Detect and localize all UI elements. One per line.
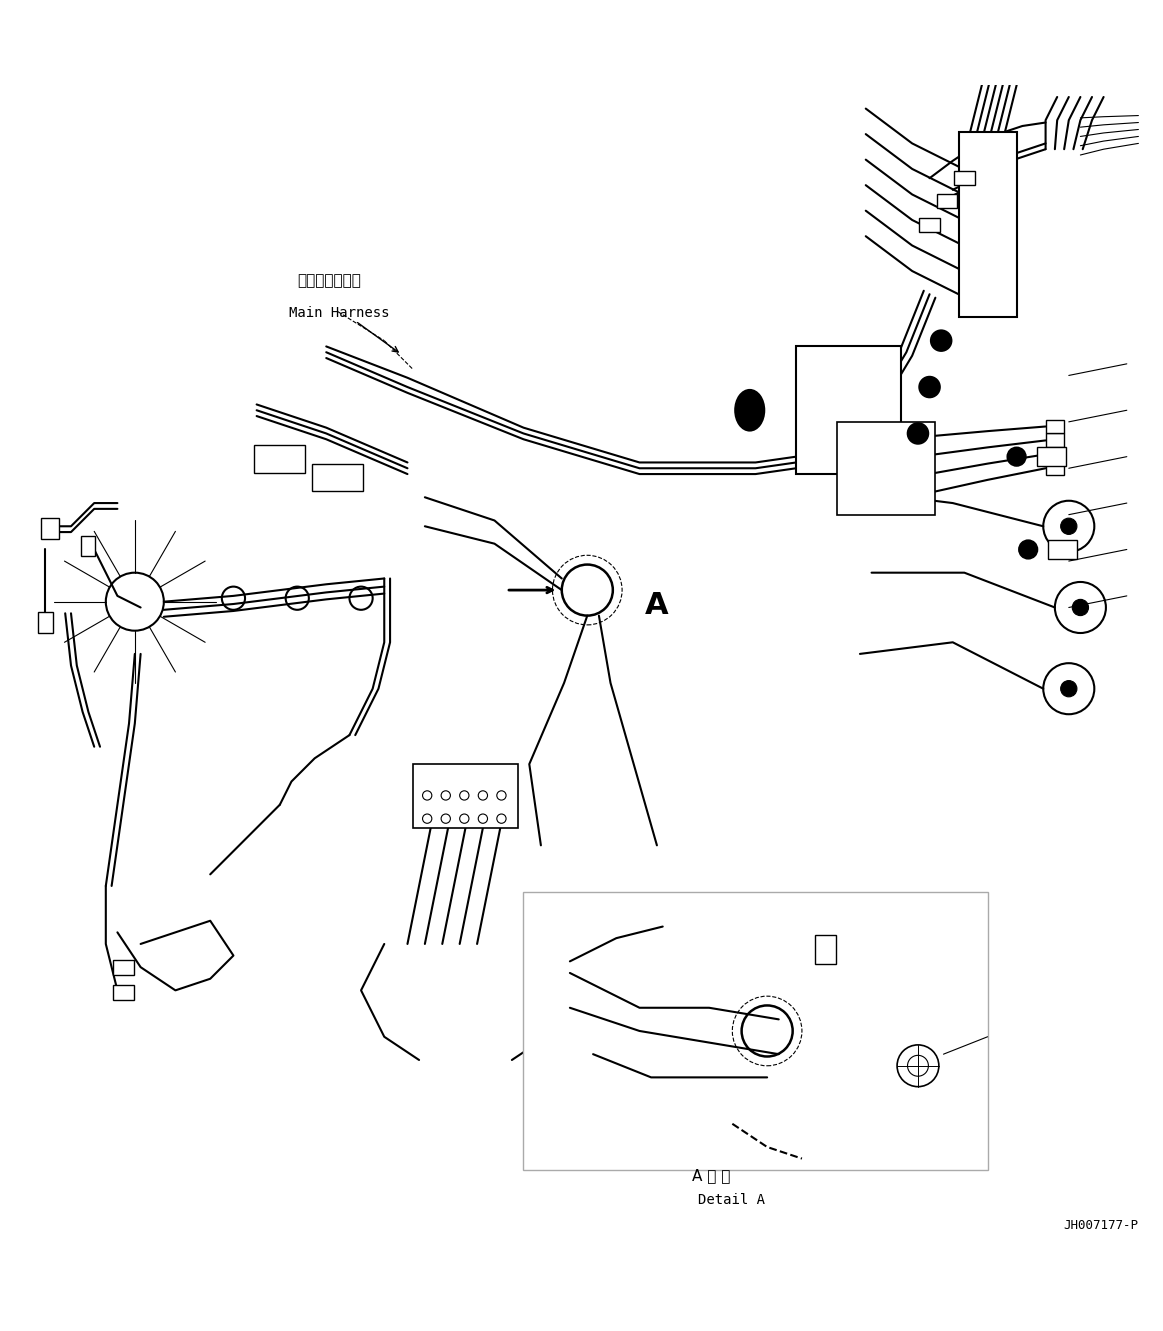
Text: A: A bbox=[645, 591, 669, 620]
FancyBboxPatch shape bbox=[523, 892, 987, 1170]
Bar bbox=[936, 194, 957, 209]
Bar bbox=[1047, 419, 1064, 434]
Text: メインハーネス: メインハーネス bbox=[298, 273, 362, 289]
Circle shape bbox=[1072, 599, 1089, 616]
Bar bbox=[113, 960, 134, 974]
FancyBboxPatch shape bbox=[836, 422, 935, 515]
Circle shape bbox=[1061, 680, 1077, 697]
Circle shape bbox=[1007, 447, 1026, 466]
Circle shape bbox=[1061, 518, 1077, 534]
FancyBboxPatch shape bbox=[797, 346, 900, 474]
Circle shape bbox=[1019, 540, 1037, 559]
FancyBboxPatch shape bbox=[958, 132, 1016, 317]
Text: JH007177-P: JH007177-P bbox=[1063, 1219, 1139, 1231]
FancyBboxPatch shape bbox=[313, 463, 363, 491]
Bar bbox=[42, 518, 59, 539]
Bar bbox=[1005, 3, 1022, 17]
Circle shape bbox=[907, 423, 928, 445]
Text: A 詳 細: A 詳 細 bbox=[692, 1167, 730, 1183]
Bar bbox=[815, 936, 835, 964]
Circle shape bbox=[919, 377, 940, 398]
FancyBboxPatch shape bbox=[255, 445, 306, 473]
Bar bbox=[919, 218, 940, 232]
Bar bbox=[1037, 447, 1066, 466]
Text: Main Harness: Main Harness bbox=[290, 306, 390, 319]
Bar bbox=[986, 3, 1004, 17]
Bar bbox=[1047, 462, 1064, 475]
FancyBboxPatch shape bbox=[413, 764, 518, 828]
Bar bbox=[1047, 434, 1064, 447]
Ellipse shape bbox=[735, 390, 764, 430]
Bar bbox=[81, 535, 95, 556]
Bar bbox=[113, 985, 134, 1000]
Bar bbox=[968, 3, 985, 17]
Bar bbox=[977, 3, 994, 17]
Bar bbox=[954, 172, 975, 185]
Text: Detail A: Detail A bbox=[698, 1194, 764, 1207]
Bar bbox=[996, 3, 1013, 17]
Bar bbox=[1047, 447, 1064, 462]
Bar bbox=[38, 612, 53, 634]
Circle shape bbox=[930, 330, 951, 351]
Bar bbox=[1049, 540, 1077, 559]
